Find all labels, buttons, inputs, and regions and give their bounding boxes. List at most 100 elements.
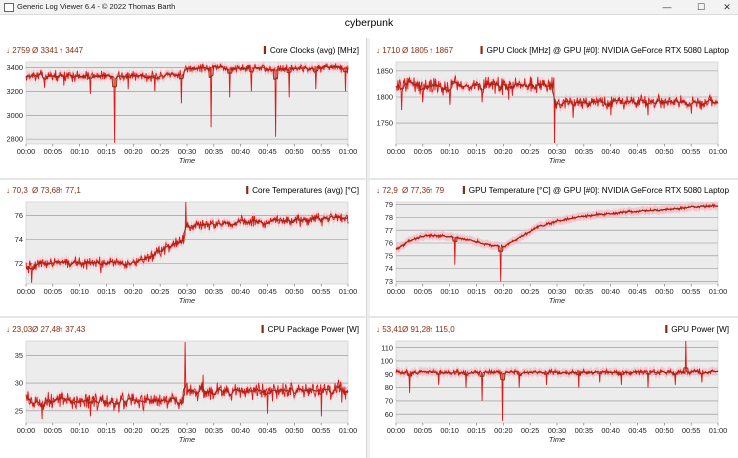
x-tick-label: 00:40	[231, 426, 250, 435]
document-title: cyberpunk	[344, 17, 394, 29]
stat-avg: Ø 73,68	[32, 186, 61, 195]
y-tick-label: 90	[385, 370, 393, 379]
x-tick-label: 00:35	[575, 147, 594, 156]
series-line-smoothed	[395, 80, 719, 109]
x-tick-label: 00:20	[124, 147, 143, 156]
stat-max: ↑ 3447	[59, 46, 84, 55]
stat-max: ↑ 77,1	[59, 186, 81, 195]
x-tick-label: 00:25	[151, 426, 170, 435]
x-tick-label: 00:35	[205, 426, 224, 435]
y-tick-label: 3400	[7, 63, 23, 72]
x-tick-label: 00:20	[494, 426, 513, 435]
x-tick-label: 00:00	[387, 287, 406, 296]
x-tick-label: 00:50	[285, 287, 304, 296]
x-tick-label: 00:40	[231, 147, 250, 156]
x-tick-label: 00:20	[124, 426, 143, 435]
x-tick-label: 00:55	[312, 426, 331, 435]
series-line-smoothed	[395, 366, 719, 381]
y-tick-label: 73	[385, 277, 393, 286]
x-tick-label: 00:50	[285, 147, 304, 156]
chart-panel-core-temperatures[interactable]: ↓ 70,3 Ø 73,68 ↑ 77,1 Core Temperatures (av…	[4, 182, 364, 316]
y-tick-label: 30	[15, 379, 23, 388]
chart-gpu-clock[interactable]: ↓ 1710 Ø 1805 ↑ 1867 GPU Clock [MHz] @ GPU …	[374, 42, 734, 176]
x-axis-label: Time	[179, 156, 195, 165]
chart-core-clocks[interactable]: ↓ 2759 Ø 3341 ↑ 3447 Core Clocks (avg) [MHz…	[4, 42, 364, 176]
x-tick-label: 00:25	[521, 147, 540, 156]
chart-gpu-temperature[interactable]: ↓ 72,9 Ø 77,36↑ 79 GPU Temperature [°C] @ …	[374, 182, 734, 316]
y-tick-label: 74	[385, 264, 393, 273]
x-tick-label: 00:45	[258, 287, 277, 296]
close-button[interactable]: ✕	[723, 2, 731, 12]
x-tick-label: 01:00	[339, 147, 358, 156]
plot-area	[25, 201, 349, 285]
stat-min: ↓ 53,41	[376, 325, 403, 334]
x-tick-label: 00:00	[387, 147, 406, 156]
x-tick-label: 00:50	[655, 147, 674, 156]
stat-max: ↑ 79	[429, 186, 445, 195]
stat-min: ↓ 70,3	[6, 186, 28, 195]
chart-core-temperatures[interactable]: ↓ 70,3 Ø 73,68↑ 77,1 Core Temperatures (av…	[4, 182, 364, 316]
chart-panel-cpu-package-power[interactable]: ↓ 23,03 Ø 27,48 ↑ 37,43 CPU Package Power […	[4, 321, 364, 455]
stat-min: ↓ 23,03	[6, 325, 33, 334]
y-tick-label: 78	[385, 213, 393, 222]
x-tick-label: 00:10	[440, 287, 459, 296]
x-tick-label: 00:40	[601, 147, 620, 156]
minimize-button[interactable]: —	[662, 2, 672, 12]
legend-marker	[246, 186, 249, 194]
x-tick-label: 00:35	[575, 426, 594, 435]
x-tick-label: 00:25	[521, 287, 540, 296]
chart-panel-gpu-temperature[interactable]: ↓ 72,9 Ø 77,36 ↑ 79 GPU Temperature [°C] @ …	[374, 182, 734, 316]
stat-max: ↑ 37,43	[59, 325, 86, 334]
chart-panel-core-clocks[interactable]: ↓ 2759 Ø 3341 ↑ 3447 Core Clocks (avg) [MHz…	[4, 42, 364, 176]
x-tick-label: 00:00	[17, 426, 36, 435]
legend-marker	[261, 325, 264, 333]
y-tick-label: 25	[15, 406, 23, 415]
y-tick-label: 100	[381, 357, 393, 366]
stat-min: ↓ 1710	[376, 46, 401, 55]
x-tick-label: 00:55	[682, 426, 701, 435]
chart-cpu-package-power[interactable]: ↓ 23,03 Ø 27,48↑ 37,43 CPU Package Power […	[4, 321, 364, 455]
stat-avg: Ø 27,48	[32, 325, 61, 334]
chart-panel-gpu-power[interactable]: ↓ 53,41 Ø 91,28 ↑ 115,0 GPU Power [W] 110 100…	[374, 321, 734, 455]
x-tick-label: 00:00	[387, 426, 406, 435]
x-tick-label: 00:10	[70, 287, 89, 296]
x-tick-label: 00:45	[628, 287, 647, 296]
panel-separator-horizontal-1	[0, 178, 738, 180]
x-tick-label: 00:05	[44, 287, 63, 296]
x-tick-label: 00:30	[178, 287, 197, 296]
app-icon	[4, 3, 14, 12]
x-tick-label: 00:05	[414, 287, 433, 296]
y-tick-label: 1800	[377, 93, 393, 102]
y-tick-label: 2800	[7, 135, 23, 144]
x-tick-label: 00:00	[17, 147, 36, 156]
x-tick-label: 00:20	[494, 147, 513, 156]
x-tick-label: 00:30	[178, 147, 197, 156]
stat-avg: Ø 3341	[32, 46, 59, 55]
x-tick-label: 00:10	[70, 426, 89, 435]
stat-avg: Ø 77,36	[402, 186, 431, 195]
chart-panel-gpu-clock[interactable]: ↓ 1710 Ø 1805 ↑ 1867 GPU Clock [MHz] @ GPU …	[374, 42, 734, 176]
y-tick-label: 76	[385, 239, 393, 248]
x-tick-label: 00:50	[285, 426, 304, 435]
y-tick-label: 72	[15, 259, 23, 268]
chart-gpu-power[interactable]: ↓ 53,41 Ø 91,28↑ 115,0 GPU Power [W] 110 100…	[374, 321, 734, 455]
x-tick-label: 00:45	[628, 426, 647, 435]
maximize-button[interactable]: ☐	[696, 2, 706, 12]
x-tick-label: 00:05	[414, 426, 433, 435]
series-line-smoothed	[25, 65, 349, 88]
x-tick-label: 00:05	[414, 147, 433, 156]
chart-title: Core Clocks (avg) [MHz]	[270, 46, 359, 55]
y-tick-label: 74	[15, 235, 23, 244]
x-tick-label: 00:15	[97, 426, 116, 435]
x-tick-label: 00:40	[601, 426, 620, 435]
y-tick-label: 76	[15, 211, 23, 220]
x-tick-label: 00:20	[494, 287, 513, 296]
x-tick-label: 00:10	[440, 147, 459, 156]
y-tick-label: 35	[15, 351, 23, 360]
chart-title: CPU Package Power [W]	[268, 325, 359, 334]
stat-min: ↓ 72,9	[376, 186, 398, 195]
chart-title: Core Temperatures (avg) [°C]	[252, 186, 359, 195]
y-tick-label: 75	[385, 251, 393, 260]
x-tick-label: 01:00	[709, 287, 728, 296]
x-tick-label: 00:35	[575, 287, 594, 296]
